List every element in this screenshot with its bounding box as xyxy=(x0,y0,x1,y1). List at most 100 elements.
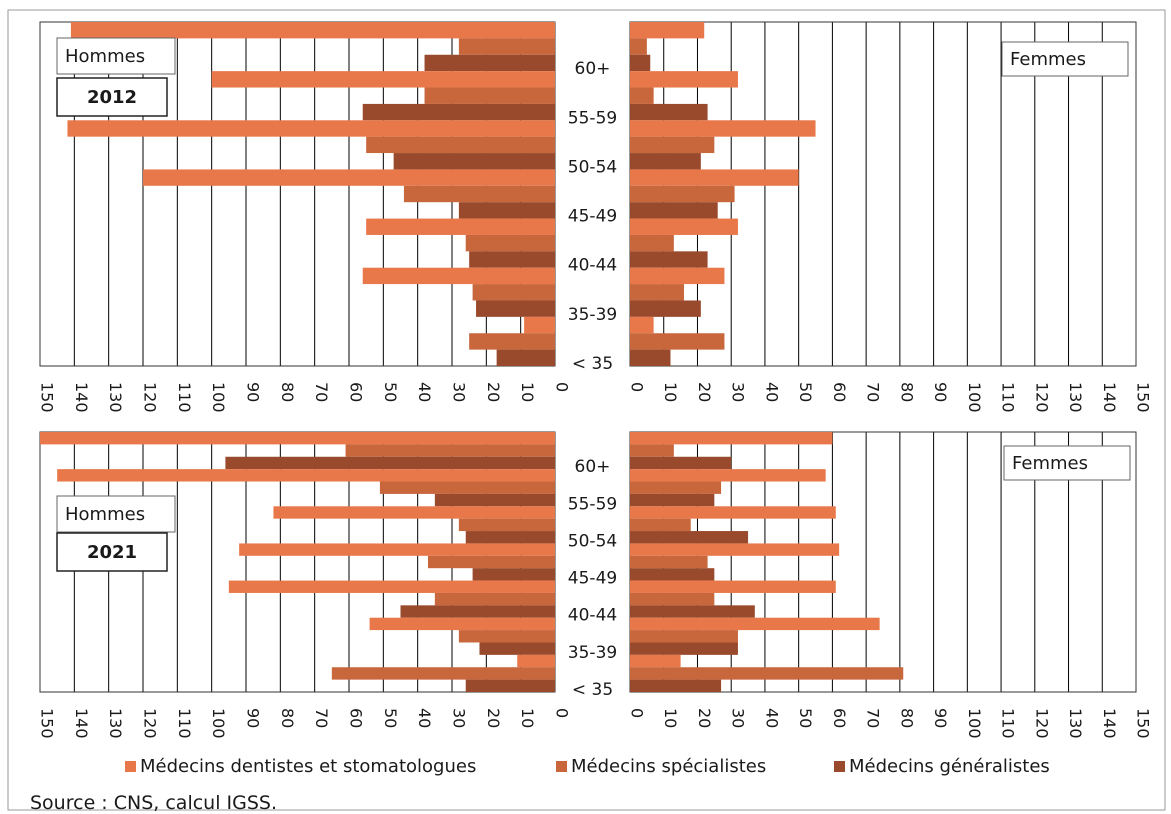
bar-men-generalistes xyxy=(434,493,555,507)
tick-label-women: 150 xyxy=(1134,708,1153,739)
bar-women-specialistes xyxy=(630,518,691,532)
legend: Médecins dentistes et stomatologues Médec… xyxy=(125,756,1050,777)
tick-label-men: 60 xyxy=(347,382,366,402)
tick-label-women: 100 xyxy=(965,708,984,739)
tick-label-men: 80 xyxy=(278,382,297,402)
legend-label-dentistes: Médecins dentistes et stomatologues xyxy=(140,756,476,777)
bar-women-specialistes xyxy=(630,38,647,55)
tick-label-men: 20 xyxy=(484,382,503,402)
bar-women-specialistes xyxy=(630,333,725,350)
tick-label-women: 90 xyxy=(931,708,950,728)
tick-label-women: 150 xyxy=(1134,382,1153,413)
bar-men-dentistes xyxy=(362,267,555,285)
bar-men-dentistes xyxy=(143,169,555,186)
bar-men-dentistes xyxy=(40,432,555,445)
tick-label-women: 0 xyxy=(628,708,647,718)
category-label: 50-54 xyxy=(568,157,617,177)
bar-women-specialistes xyxy=(630,630,738,643)
source-note: Source : CNS, calcul IGSS. xyxy=(30,792,278,814)
bar-men-specialistes xyxy=(458,630,555,643)
category-label: < 35 xyxy=(572,354,613,374)
tick-label-men: 140 xyxy=(72,708,91,739)
bar-women-dentistes xyxy=(630,617,880,631)
femmes-box xyxy=(1003,445,1131,481)
tick-label-women: 50 xyxy=(796,708,815,728)
category-label: 40-44 xyxy=(568,256,617,276)
bar-women-generalistes xyxy=(630,103,708,121)
tick-label-women: 100 xyxy=(965,382,984,413)
bar-men-specialistes xyxy=(465,234,555,252)
bar-men-generalistes xyxy=(465,531,555,544)
bar-women-dentistes xyxy=(630,580,836,593)
hommes-box xyxy=(56,495,176,533)
hommes-label: Hommes xyxy=(65,46,145,67)
bar-men-dentistes xyxy=(70,22,556,39)
bar-men-generalistes xyxy=(458,202,555,219)
bar-women-generalistes xyxy=(630,568,715,581)
bar-men-dentistes xyxy=(273,506,555,519)
tick-label-men: 10 xyxy=(518,708,537,728)
tick-label-men: 150 xyxy=(38,382,57,413)
bar-women-dentistes xyxy=(630,22,705,39)
bar-men-dentistes xyxy=(57,469,556,482)
bar-women-generalistes xyxy=(630,54,651,72)
bar-women-generalistes xyxy=(630,456,732,470)
tick-label-men: 20 xyxy=(484,708,503,728)
figure-border xyxy=(7,9,1166,811)
tick-label-men: 0 xyxy=(553,708,572,718)
tick-label-women: 30 xyxy=(729,708,748,728)
tick-label-men: 70 xyxy=(312,708,331,728)
year-label: 2012 xyxy=(87,87,137,108)
bar-men-generalistes xyxy=(469,251,555,268)
tick-label-men: 150 xyxy=(38,708,57,739)
bar-men-generalistes xyxy=(476,300,555,317)
tick-label-men: 130 xyxy=(106,708,125,739)
tick-label-women: 20 xyxy=(695,382,714,402)
tick-label-men: 120 xyxy=(141,708,160,739)
tick-label-women: 110 xyxy=(999,708,1018,739)
tick-label-women: 80 xyxy=(897,708,916,728)
bar-women-generalistes xyxy=(630,300,701,317)
category-label: < 35 xyxy=(572,680,613,700)
tick-label-women: 20 xyxy=(695,708,714,728)
bar-women-dentistes xyxy=(630,267,725,285)
bar-women-specialistes xyxy=(630,667,904,680)
tick-label-women: 10 xyxy=(661,708,680,728)
bar-men-generalistes xyxy=(393,153,555,170)
tick-label-women: 60 xyxy=(830,708,849,728)
tick-label-women: 120 xyxy=(1032,382,1051,413)
bar-men-specialistes xyxy=(434,592,555,606)
bar-women-specialistes xyxy=(630,284,684,301)
tick-label-women: 60 xyxy=(830,382,849,402)
tick-label-men: 110 xyxy=(175,708,194,739)
tick-label-women: 70 xyxy=(864,382,883,402)
bar-women-dentistes xyxy=(630,218,738,235)
tick-label-women: 130 xyxy=(1066,708,1085,739)
category-label: 45-49 xyxy=(568,207,617,227)
tick-label-women: 50 xyxy=(796,382,815,402)
tick-label-men: 80 xyxy=(278,708,297,728)
category-label: 55-59 xyxy=(568,494,617,514)
bar-men-specialistes xyxy=(424,87,555,104)
bar-men-specialistes xyxy=(379,481,555,494)
bar-men-generalistes xyxy=(424,54,555,72)
bar-men-dentistes xyxy=(366,218,555,235)
bar-men-specialistes xyxy=(458,518,555,532)
bar-men-specialistes xyxy=(458,38,555,55)
tick-label-women: 30 xyxy=(729,382,748,402)
bar-men-generalistes xyxy=(225,456,555,470)
bar-women-generalistes xyxy=(630,493,715,507)
category-label: 40-44 xyxy=(568,606,617,626)
bar-women-specialistes xyxy=(630,136,715,154)
bar-women-generalistes xyxy=(630,251,708,268)
bar-women-dentistes xyxy=(630,469,826,482)
bar-men-dentistes xyxy=(517,654,555,668)
category-label: 35-39 xyxy=(568,643,617,663)
bar-women-dentistes xyxy=(630,654,681,668)
femmes-box xyxy=(1001,41,1129,77)
bar-men-dentistes xyxy=(369,617,555,631)
bar-women-specialistes xyxy=(630,185,735,203)
